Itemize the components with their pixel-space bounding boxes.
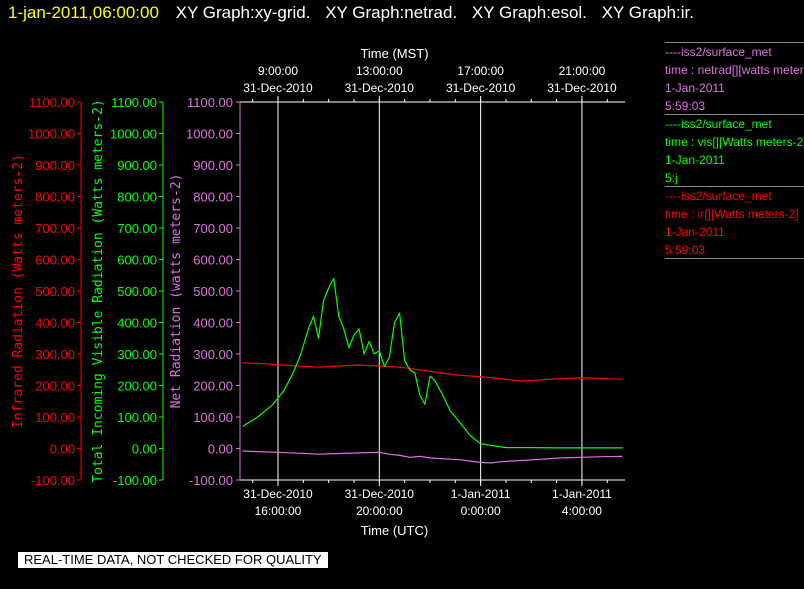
x-tick-label-bottom-time: 16:00:00 — [255, 504, 302, 518]
y-tick-label: -100.00 — [189, 473, 233, 488]
x-tick-label-top-date: 31-Dec-2010 — [446, 81, 516, 95]
y-tick-label: 300.00 — [117, 347, 157, 362]
x-tick-label-top-date: 31-Dec-2010 — [345, 81, 415, 95]
legend-vis-date: 1-Jan-2011 — [665, 153, 725, 167]
graph-name-xy-grid: XY Graph:xy-grid. — [175, 3, 311, 22]
legend-netrad: ----iss2/surface_met time : netrad[][wat… — [665, 43, 804, 115]
quality-notice: REAL-TIME DATA, NOT CHECKED FOR QUALITY — [18, 552, 328, 568]
x-tick-label-top-time: 17:00:00 — [457, 64, 504, 78]
x-tick-label-bottom-time: 20:00:00 — [356, 504, 403, 518]
graph-name-ir: XY Graph:ir. — [601, 3, 694, 22]
x-tick-label-bottom-date: 1-Jan-2011 — [451, 487, 511, 501]
legend-vis: ----iss2/surface_met time : vis[][Watts … — [665, 115, 804, 187]
y-tick-label: 700.00 — [193, 221, 233, 236]
graph-name-netrad: XY Graph:netrad. — [325, 3, 458, 22]
y-tick-label: 400.00 — [117, 316, 157, 331]
legend-ir-variable: time : ir[][Watts meters-2] — [665, 207, 799, 221]
x-tick-label-top-time: 21:00:00 — [559, 64, 606, 78]
legend-netrad-date: 1-Jan-2011 — [665, 81, 725, 95]
legend-ir-time: 5:59:03 — [665, 243, 706, 257]
y-tick-label: 200.00 — [117, 379, 157, 394]
y-axis-label-1: Total Incoming Visible Radiation (Watts … — [91, 99, 106, 483]
legend-ir: ----iss2/surface_met time : ir[][Watts m… — [665, 187, 804, 259]
y-tick-label: 900.00 — [193, 158, 233, 173]
graph-name-esol: XY Graph:esol. — [471, 3, 587, 22]
y-tick-label: 0.00 — [132, 442, 157, 457]
legend-netrad-station: ----iss2/surface_met — [665, 45, 772, 59]
y-tick-label: 1000.00 — [28, 127, 75, 142]
legend-vis-station: ----iss2/surface_met — [665, 117, 772, 131]
y-tick-label: 200.00 — [193, 379, 233, 394]
y-tick-label: 1100.00 — [187, 95, 233, 110]
x-tick-label-top-time: 13:00:00 — [356, 64, 403, 78]
series-line-2 — [242, 450, 623, 464]
y-tick-label: 800.00 — [117, 190, 157, 205]
x-axis-label-bottom: Time (UTC) — [361, 523, 428, 538]
y-tick-label: 400.00 — [193, 316, 233, 331]
x-tick-label-top-date: 31-Dec-2010 — [547, 81, 617, 95]
current-time: 1-jan-2011,06:00:00 — [8, 3, 159, 22]
y-tick-label: 900.00 — [117, 158, 157, 173]
y-tick-label: 100.00 — [117, 410, 157, 425]
y-tick-label: 100.00 — [193, 410, 233, 425]
y-tick-label: 1100.00 — [111, 95, 157, 110]
y-tick-label: 900.00 — [35, 158, 75, 173]
x-tick-label-bottom-date: 31-Dec-2010 — [345, 487, 415, 501]
legend-vis-time: 5:j — [665, 171, 678, 185]
legend-ir-station: ----iss2/surface_met — [665, 189, 772, 203]
legend-vis-variable: time : vis[][Watts meters-2] — [665, 135, 804, 149]
series-line-0 — [242, 362, 623, 382]
y-tick-label: 600.00 — [35, 253, 75, 268]
legend-rule-1 — [665, 42, 804, 43]
y-axis-label-2: Net Radiation (watts meters-2) — [169, 174, 184, 409]
y-tick-label: 300.00 — [35, 347, 75, 362]
series-layer — [242, 277, 623, 464]
x-tick-label-bottom-date: 1-Jan-2011 — [552, 487, 612, 501]
legend-rule-2 — [665, 114, 804, 115]
y-tick-label: 1100.00 — [29, 95, 75, 110]
x-tick-label-top-time: 9:00:00 — [258, 64, 298, 78]
x-axis-label-top: Time (MST) — [360, 46, 428, 61]
legend-ir-date: 1-Jan-2011 — [665, 225, 725, 239]
y-axis-label-0: Infrared Radiation (Watts meters-2) — [11, 154, 26, 428]
y-tick-label: 500.00 — [193, 284, 233, 299]
y-tick-label: -100.00 — [31, 473, 75, 488]
x-tick-label-bottom-date: 31-Dec-2010 — [243, 487, 313, 501]
legend-netrad-variable: time : netrad[][watts meters-2] — [665, 63, 804, 77]
y-tick-label: 600.00 — [117, 253, 157, 268]
legend-netrad-time: 5:59:03 — [665, 99, 706, 113]
y-tick-label: 600.00 — [193, 253, 233, 268]
y-tick-label: 500.00 — [35, 284, 75, 299]
series-line-1 — [242, 277, 623, 449]
y-tick-label: 200.00 — [35, 379, 75, 394]
x-tick-label-bottom-time: 4:00:00 — [562, 504, 602, 518]
legend-rule-3 — [665, 186, 804, 187]
y-tick-label: 400.00 — [35, 316, 75, 331]
y-tick-label: 1000.00 — [110, 127, 157, 142]
y-tick-label: 800.00 — [35, 190, 75, 205]
y-tick-label: 0.00 — [50, 442, 75, 457]
x-tick-label-top-date: 31-Dec-2010 — [243, 81, 313, 95]
x-tick-label-bottom-time: 0:00:00 — [461, 504, 501, 518]
y-tick-label: -100.00 — [113, 473, 157, 488]
y-tick-label: 500.00 — [117, 284, 157, 299]
y-tick-label: 0.00 — [208, 442, 233, 457]
y-tick-label: 700.00 — [35, 221, 75, 236]
axes-layer: 31-Dec-2010 16:00:00 31-Dec-2010 20:00:00 1-… — [11, 46, 625, 538]
y-tick-label: 1000.00 — [186, 127, 233, 142]
y-tick-label: 100.00 — [35, 410, 75, 425]
y-tick-label: 700.00 — [117, 221, 157, 236]
title-bar: 1-jan-2011,06:00:00 XY Graph:xy-grid. XY… — [8, 2, 704, 24]
legend-rule-4 — [665, 258, 804, 259]
y-tick-label: 800.00 — [193, 190, 233, 205]
y-tick-label: 300.00 — [193, 347, 233, 362]
